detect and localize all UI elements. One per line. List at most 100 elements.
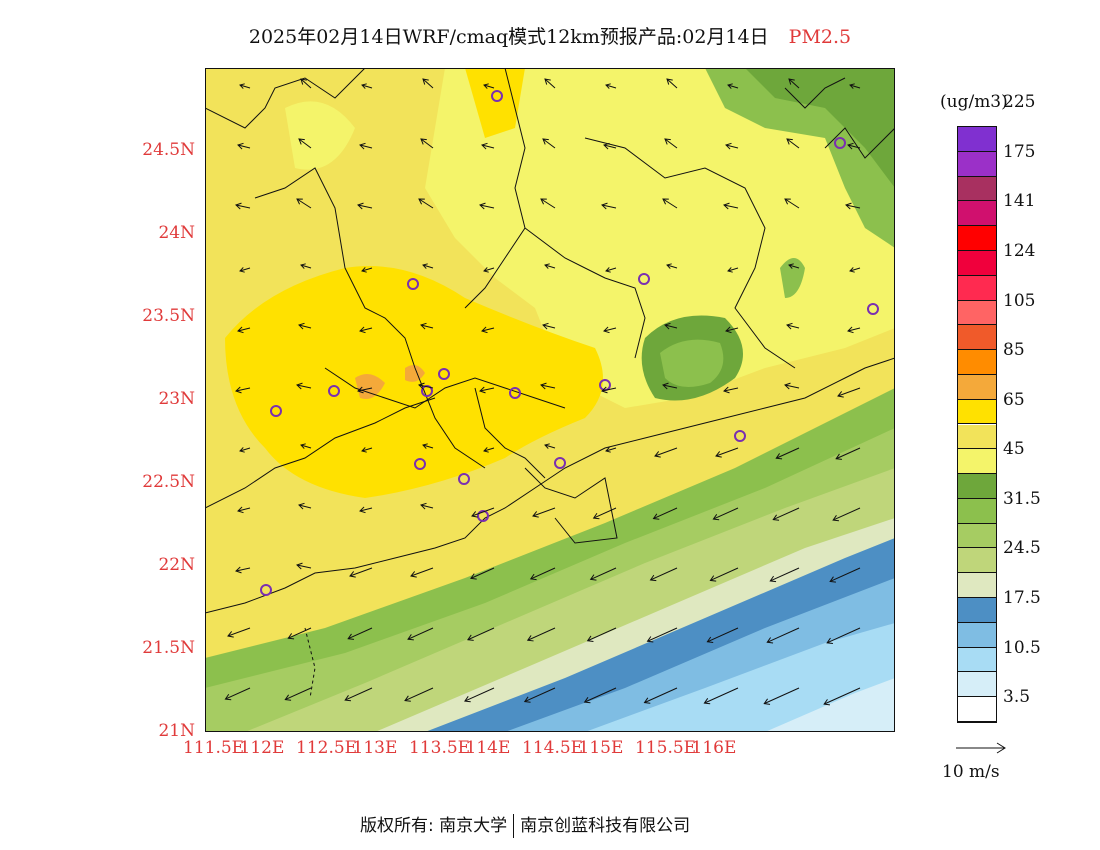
- boundary-c: [205, 397, 436, 509]
- monitoring-sites: [260, 90, 879, 596]
- colorbar-segment: [958, 275, 996, 301]
- y-tick-label: 24N: [158, 223, 195, 243]
- wind-arrow: [239, 83, 251, 89]
- y-tick-label: 23.5N: [142, 306, 195, 326]
- wind-arrow: [605, 447, 617, 453]
- wind-arrow: [712, 507, 739, 521]
- wind-arrow: [359, 506, 373, 514]
- x-tick-label: 113E: [352, 738, 398, 758]
- wind-arrow: [723, 386, 739, 394]
- colorbar-unit: (ug/m3): [940, 92, 1008, 112]
- wind-arrow: [605, 267, 617, 273]
- colorbar-segment: [958, 127, 996, 152]
- wind-arrow: [237, 506, 251, 514]
- site-marker: [477, 510, 489, 522]
- site-marker: [328, 385, 340, 397]
- wind-arrow: [709, 567, 739, 582]
- wind-arrow: [544, 263, 556, 269]
- band-65-85-central: [225, 266, 603, 498]
- coastline: [205, 357, 895, 614]
- wind-arrow: [420, 138, 434, 149]
- boundary-b: [254, 167, 486, 469]
- wind-arrow: [300, 78, 312, 89]
- wind-arrow: [483, 267, 495, 273]
- wind-arrow: [664, 138, 678, 149]
- site-marker: [867, 303, 879, 315]
- wind-arrow: [359, 326, 373, 334]
- band-65-85-north: [465, 68, 525, 138]
- wind-arrow: [706, 627, 739, 643]
- wind-arrow: [784, 382, 800, 390]
- boundary-h: [474, 387, 546, 479]
- wind-arrow: [775, 447, 800, 460]
- wind-arrow: [479, 386, 495, 394]
- wind-arrow: [296, 198, 312, 209]
- wind-arrow: [646, 627, 678, 643]
- site-marker: [491, 90, 503, 102]
- y-tick-label: 21.5N: [142, 638, 195, 658]
- colorbar-segment: [958, 201, 996, 227]
- wind-arrow: [523, 687, 556, 703]
- wind-arrow: [347, 627, 373, 640]
- site-marker: [834, 137, 846, 149]
- wind-arrow: [666, 263, 678, 269]
- wind-arrow: [544, 78, 556, 89]
- wind-arrow: [654, 447, 678, 458]
- wind-arrow: [349, 567, 373, 578]
- boundary-d: [464, 68, 526, 309]
- wind-arrow: [422, 78, 434, 89]
- wind-arrow: [835, 447, 861, 460]
- wind-arrow: [772, 507, 800, 521]
- colorbar-segment: [958, 647, 996, 673]
- wind-arrow: [603, 326, 617, 334]
- band-31-45-nw: [285, 101, 355, 170]
- wind-arrow: [284, 687, 312, 701]
- colorbar-segment: [958, 498, 996, 524]
- colorbar-label: 141: [1003, 191, 1036, 212]
- wind-arrow: [481, 142, 495, 150]
- colorbar-label: 175: [1003, 141, 1036, 162]
- wind-arrow: [649, 567, 678, 582]
- colorbar-label: 85: [1003, 340, 1025, 361]
- colorbar-label: 24.5: [1003, 538, 1041, 559]
- colorbar-label: 45: [1003, 439, 1025, 460]
- wind-arrow: [357, 202, 373, 210]
- wind-arrow: [786, 138, 800, 149]
- wind-arrow: [845, 202, 861, 210]
- wind-arrow: [526, 627, 556, 642]
- wind-arrow: [727, 83, 739, 89]
- wind-arrow: [410, 567, 434, 578]
- x-tick-label: 111.5E: [183, 738, 245, 758]
- green-patch-inner: [660, 339, 724, 387]
- colorbar-segment: [958, 548, 996, 574]
- wind-arrow: [769, 567, 800, 583]
- site-marker: [509, 387, 521, 399]
- wind-arrow: [589, 567, 617, 581]
- colorbar-label: 10.5: [1003, 637, 1041, 658]
- colorbar-segment: [958, 176, 996, 202]
- wind-arrow: [664, 322, 678, 330]
- wind-arrow: [847, 326, 861, 334]
- wind-arrow: [662, 198, 678, 209]
- variable-name: PM2.5: [788, 26, 852, 48]
- wind-arrow: [287, 627, 312, 640]
- colorbar: [957, 126, 997, 723]
- footer-left: 版权所有: 南京大学: [360, 816, 508, 836]
- wind-arrow: [603, 142, 617, 150]
- wind-arrow: [407, 627, 434, 641]
- wind-arrow: [359, 142, 373, 150]
- wind-arrow: [361, 267, 373, 273]
- wind-arrow: [296, 562, 312, 570]
- wind-arrow: [605, 83, 617, 89]
- colorbar-label: 65: [1003, 389, 1025, 410]
- wind-arrow: [227, 627, 251, 638]
- site-marker: [260, 584, 272, 596]
- colorbar-label: 3.5: [1003, 687, 1031, 708]
- band-3-sea: [765, 678, 895, 732]
- site-marker: [438, 368, 450, 380]
- wind-arrow: [418, 198, 434, 209]
- wind-arrow: [470, 567, 495, 580]
- wind-arrow: [715, 447, 739, 458]
- wind-arrow: [300, 263, 312, 269]
- colorbar-segment: [958, 399, 996, 425]
